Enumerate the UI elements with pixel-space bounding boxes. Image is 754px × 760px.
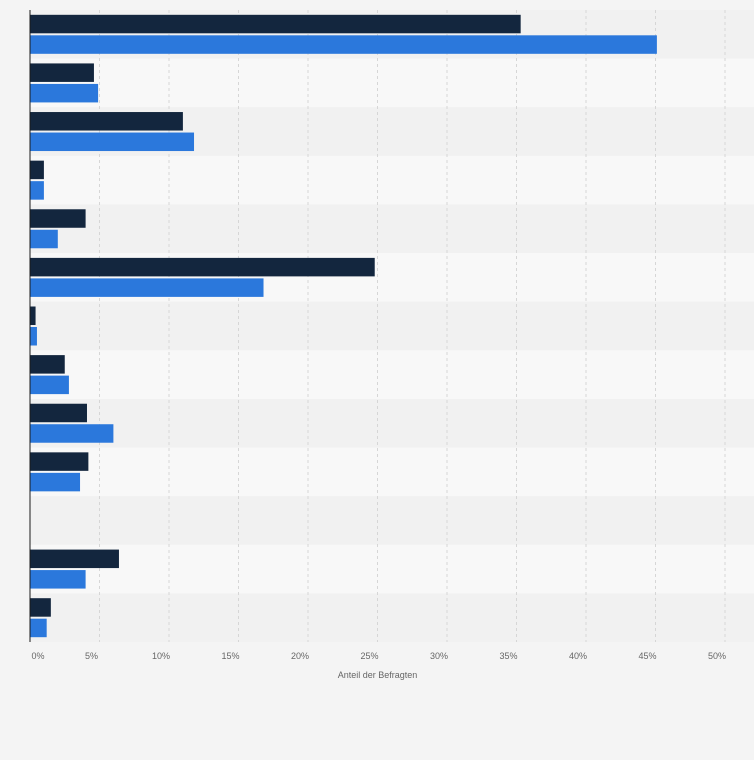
bar-series-1-row-7 [30, 306, 36, 325]
bar-series-1-row-3 [30, 112, 183, 131]
bar-series-2-row-5 [30, 229, 58, 249]
row-band-11 [30, 496, 754, 545]
x-tick-label: 45% [638, 651, 656, 661]
bar-series-2-row-13 [30, 618, 47, 638]
bar-series-2-row-2 [30, 83, 99, 103]
bar-series-1-row-5 [30, 209, 86, 228]
bar-series-1-row-4 [30, 160, 44, 180]
x-tick-label: 25% [360, 651, 378, 661]
x-tick-label: 15% [221, 651, 239, 661]
bar-series-1-row-6 [30, 257, 375, 277]
row-band-5 [30, 204, 754, 254]
bar-series-2-row-10 [30, 472, 81, 492]
bar-series-1-row-8 [30, 355, 65, 374]
row-bands [30, 10, 754, 642]
bars [30, 14, 657, 638]
row-band-13 [30, 593, 754, 642]
bar-series-2-row-7 [30, 327, 37, 346]
bar-series-1-row-12 [30, 549, 119, 569]
x-tick-label: 50% [708, 651, 726, 661]
bar-series-2-row-9 [30, 424, 114, 443]
bar-series-2-row-8 [30, 375, 69, 395]
x-tick-label: 5% [85, 651, 98, 661]
bar-series-2-row-12 [30, 570, 86, 589]
row-band-4 [30, 155, 754, 205]
x-tick-label: 30% [430, 651, 448, 661]
x-axis-title: Anteil der Befragten [338, 670, 418, 680]
x-tick-label: 0% [31, 651, 44, 661]
row-band-7 [30, 301, 754, 351]
bar-series-1-row-9 [30, 403, 87, 423]
bar-series-2-row-4 [30, 181, 44, 200]
bar-series-1-row-13 [30, 598, 51, 617]
x-tick-label: 10% [152, 651, 170, 661]
row-band-12 [30, 544, 754, 594]
row-band-9 [30, 398, 754, 448]
row-band-2 [30, 58, 754, 108]
bar-series-1-row-1 [30, 14, 521, 34]
x-tick-label: 20% [291, 651, 309, 661]
row-band-10 [30, 447, 754, 497]
bar-series-1-row-2 [30, 63, 94, 82]
bar-series-1-row-10 [30, 452, 89, 471]
x-tick-labels: 0% 5% 10% 15% 20% 25% 30% 35% 40% 45% 50% [31, 651, 726, 661]
bar-series-2-row-6 [30, 278, 264, 297]
x-tick-label: 40% [569, 651, 587, 661]
row-band-8 [30, 350, 754, 399]
bar-series-2-row-1 [30, 35, 657, 54]
x-tick-label: 35% [499, 651, 517, 661]
bar-series-2-row-3 [30, 132, 195, 152]
